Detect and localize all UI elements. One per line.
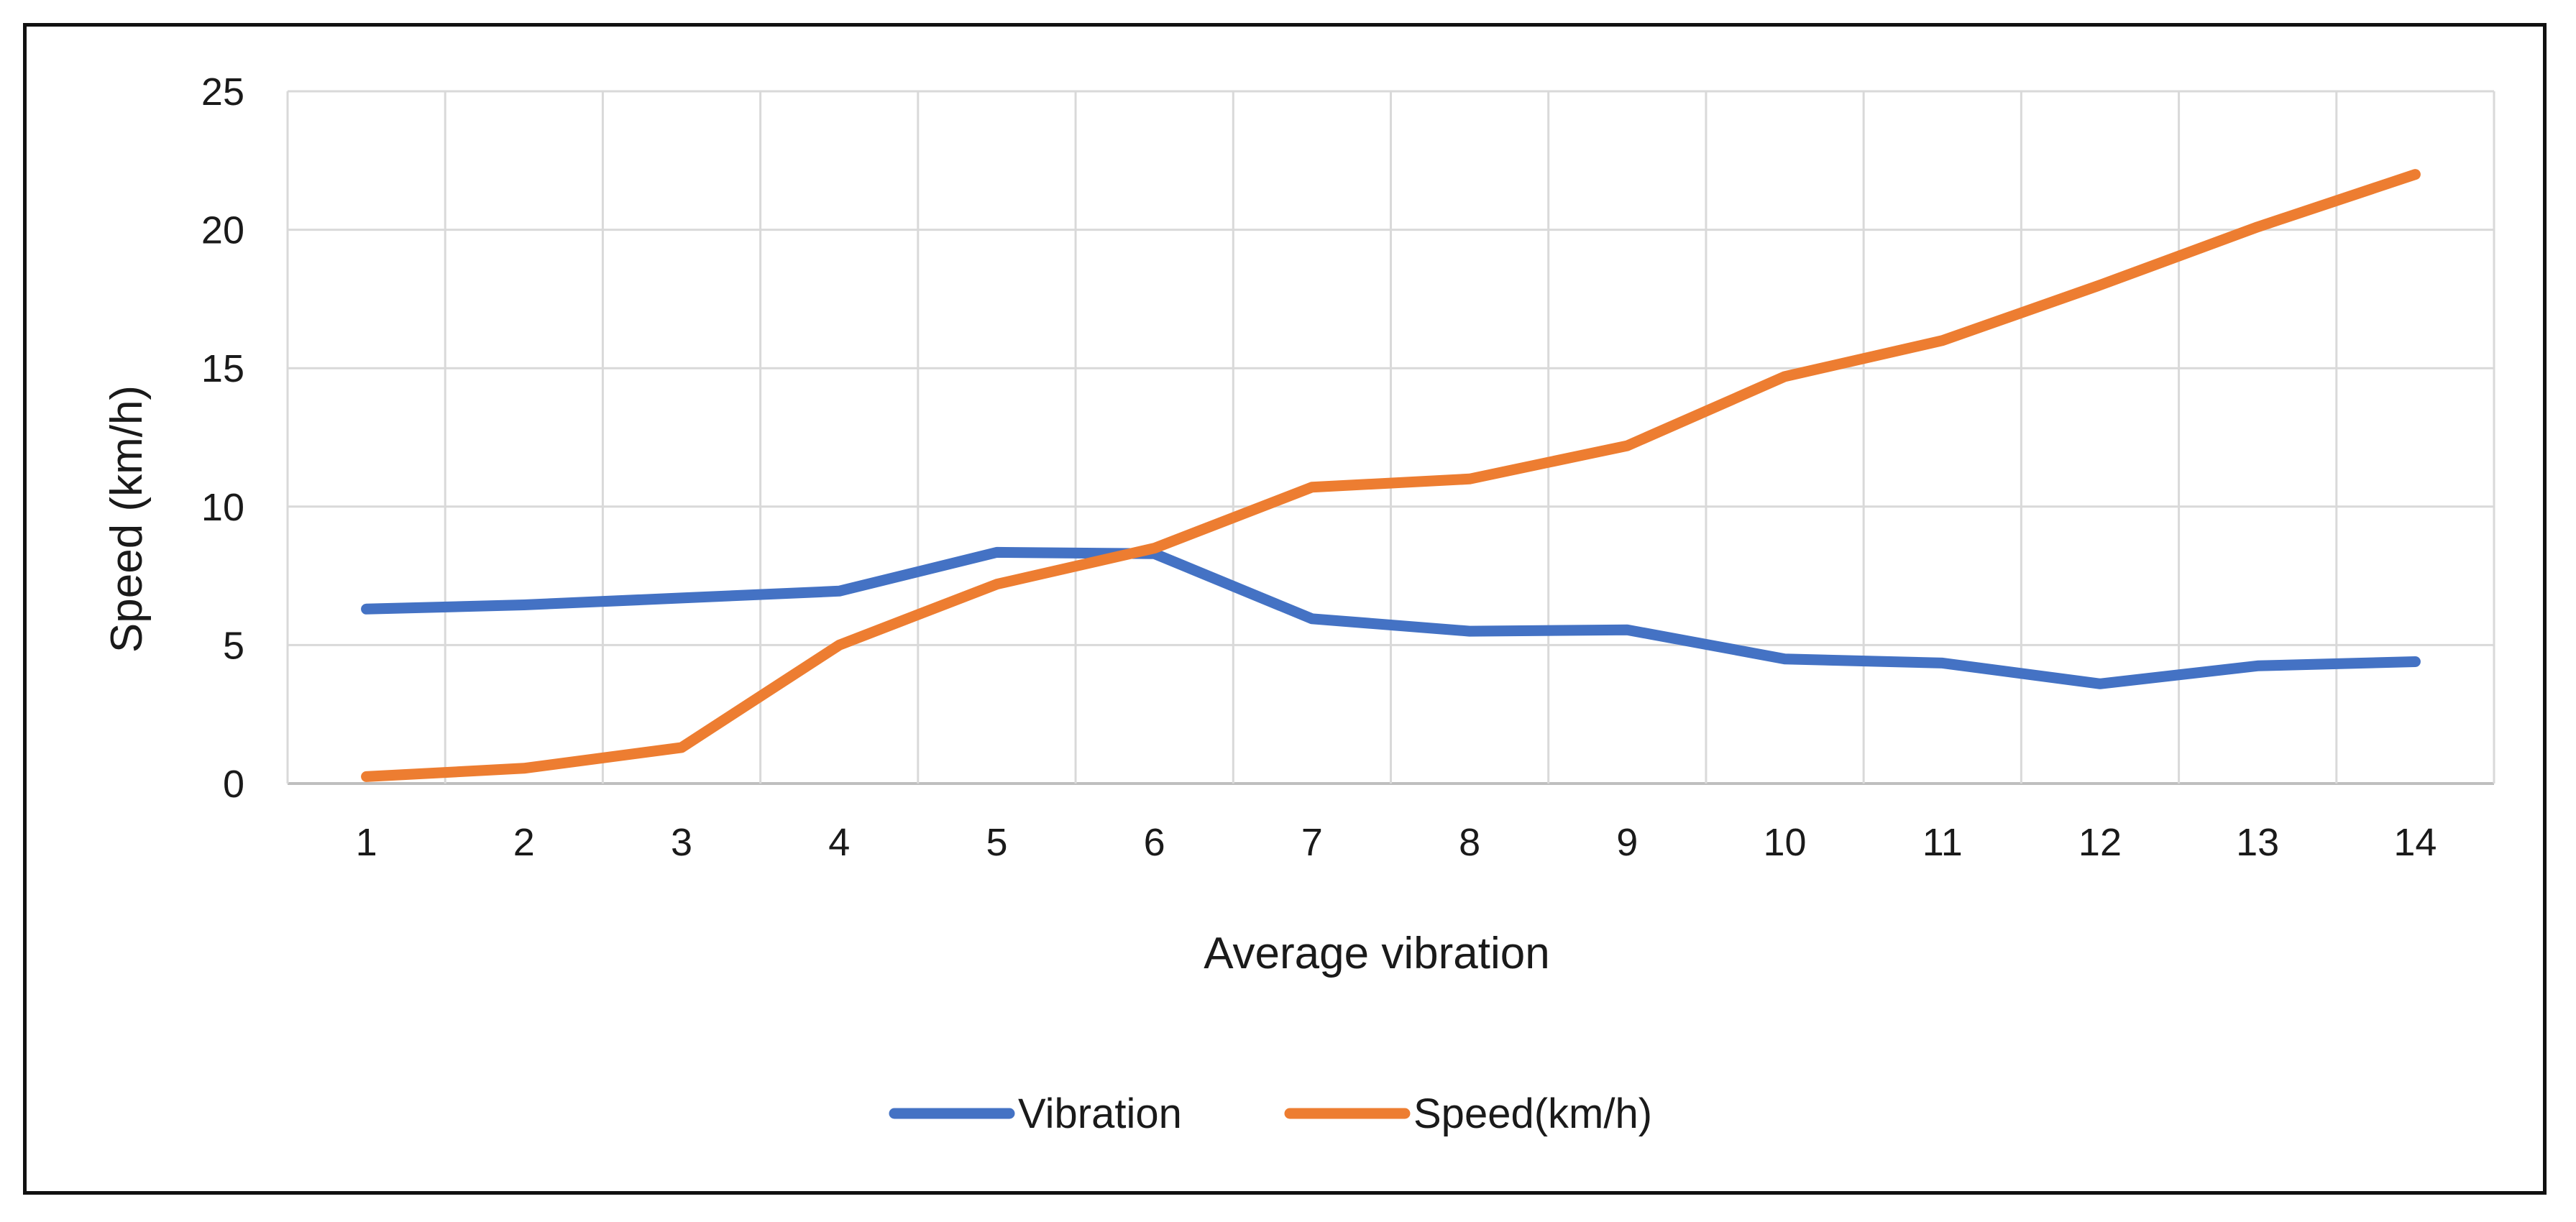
y-tick-label: 25 [201, 70, 244, 114]
y-tick-label: 15 [201, 347, 244, 390]
gridlines [286, 90, 2495, 785]
x-tick-label: 11 [1922, 821, 1963, 864]
x-tick-label: 14 [2393, 821, 2437, 864]
y-tick-label: 5 [223, 624, 244, 667]
x-tick-label: 7 [1301, 821, 1323, 864]
y-axis-ticks: 0 5 10 15 20 25 [201, 70, 244, 806]
x-tick-label: 8 [1459, 821, 1480, 864]
x-tick-label: 4 [828, 821, 850, 864]
x-tick-label: 9 [1616, 821, 1638, 864]
y-axis-title: Speed (km/h) [102, 385, 152, 653]
series-line-speed [361, 169, 2421, 782]
y-tick-label: 10 [201, 486, 244, 529]
series-lines [361, 169, 2421, 782]
x-tick-label: 1 [356, 821, 377, 864]
x-tick-label: 12 [2078, 821, 2122, 864]
x-tick-label: 10 [1763, 821, 1806, 864]
x-axis-ticks: 1 2 3 4 5 6 7 8 9 10 11 12 13 14 [356, 821, 2437, 864]
chart-frame: 0 5 10 15 20 25 1 2 3 4 5 6 7 8 9 10 11 12 13 14 Average v… [23, 23, 2547, 1195]
x-tick-label: 13 [2236, 821, 2279, 864]
y-tick-label: 20 [201, 209, 244, 252]
x-tick-label: 5 [986, 821, 1007, 864]
y-tick-label: 0 [223, 763, 244, 806]
legend-label: Vibration [1018, 1090, 1182, 1137]
legend-label: Speed(km/h) [1413, 1090, 1652, 1137]
x-axis-title: Average vibration [1204, 929, 1549, 978]
x-tick-label: 3 [671, 821, 692, 864]
x-tick-label: 6 [1144, 821, 1165, 864]
series-line-vibration [361, 546, 2421, 689]
legend: Vibration Speed(km/h) [889, 1090, 1652, 1137]
x-tick-label: 2 [513, 821, 535, 864]
